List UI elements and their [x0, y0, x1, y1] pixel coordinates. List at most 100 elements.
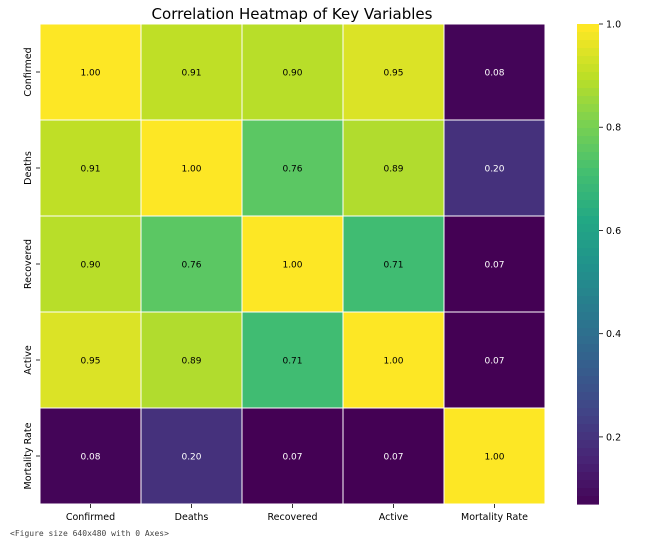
- colorbar-segment: [577, 432, 599, 441]
- colorbar-segment: [577, 192, 599, 201]
- heatmap-cell: [140, 215, 243, 313]
- colorbar-segment: [577, 424, 599, 433]
- colorbar-segment: [577, 496, 599, 505]
- cell-value-label: 0.76: [181, 261, 201, 271]
- colorbar-segment: [577, 120, 599, 129]
- cell-value-label: 0.95: [80, 357, 100, 367]
- cell-value-label: 0.07: [282, 453, 302, 463]
- colorbar-segment: [577, 88, 599, 97]
- colorbar-segment: [577, 336, 599, 345]
- colorbar-segment: [577, 32, 599, 41]
- colorbar-segment: [577, 264, 599, 273]
- colorbar-segment: [577, 392, 599, 401]
- cell-value-label: 0.90: [282, 69, 302, 79]
- cell-value-label: 1.00: [484, 453, 504, 463]
- cell-value-label: 0.89: [181, 357, 201, 367]
- heatmap-cell: [140, 407, 243, 505]
- colorbar-segment: [577, 328, 599, 337]
- colorbar-tick-label: 0.8: [606, 123, 621, 134]
- x-tick-label: Recovered: [267, 512, 317, 523]
- cell-value-label: 0.08: [484, 69, 504, 79]
- colorbar-segment: [577, 384, 599, 393]
- colorbar-segment: [577, 312, 599, 321]
- colorbar-segment: [577, 288, 599, 297]
- cell-value-label: 0.95: [383, 69, 403, 79]
- colorbar-segment: [577, 168, 599, 177]
- colorbar-segment: [577, 448, 599, 457]
- axis-labels: Confirmed Deaths Recovered Active Mortality …: [23, 47, 528, 523]
- y-tick-label: Mortality Rate: [23, 422, 34, 489]
- colorbar-segment: [577, 80, 599, 89]
- colorbar-segment: [577, 128, 599, 137]
- heatmap-cell: [342, 23, 445, 121]
- cell-value-label: 1.00: [181, 165, 201, 175]
- colorbar-segment: [577, 48, 599, 57]
- heatmap-cells: 1.00 0.91 0.90 0.95 0.08 0.91 1.00 0.76 0.89 0.20…: [39, 23, 546, 505]
- colorbar-tick-label: 0.4: [606, 329, 621, 340]
- colorbar-segment: [577, 216, 599, 225]
- cell-value-label: 0.76: [282, 165, 302, 175]
- colorbar-segment: [577, 56, 599, 65]
- colorbar-segment: [577, 24, 599, 33]
- colorbar-tick-label: 0.2: [606, 432, 621, 443]
- cell-value-label: 1.00: [383, 357, 403, 367]
- cell-value-label: 0.90: [80, 261, 100, 271]
- colorbar-segment: [577, 160, 599, 169]
- colorbar-segment: [577, 104, 599, 113]
- heatmap-cell: [241, 311, 344, 409]
- cell-value-label: 0.07: [484, 261, 504, 271]
- colorbar-segment: [577, 176, 599, 185]
- x-tick-label: Confirmed: [66, 512, 115, 523]
- colorbar-segment: [577, 456, 599, 465]
- colorbar-segment: [577, 440, 599, 449]
- heatmap-cell: [241, 215, 344, 313]
- colorbar-segment: [577, 136, 599, 145]
- colorbar-segment: [577, 280, 599, 289]
- colorbar-segment: [577, 416, 599, 425]
- cell-value-label: 0.07: [484, 357, 504, 367]
- cell-value-label: 0.20: [181, 453, 201, 463]
- heatmap-cell: [39, 407, 142, 505]
- x-tick-label: Mortality Rate: [461, 512, 528, 523]
- chart-title: Correlation Heatmap of Key Variables: [152, 5, 433, 23]
- colorbar-segment: [577, 144, 599, 153]
- cell-value-label: 0.07: [383, 453, 403, 463]
- colorbar-segment: [577, 480, 599, 489]
- heatmap-cell: [342, 311, 445, 409]
- colorbar-segment: [577, 96, 599, 105]
- colorbar-segment: [577, 488, 599, 497]
- cell-value-label: 0.89: [383, 165, 403, 175]
- colorbar-segment: [577, 352, 599, 361]
- colorbar-segment: [577, 400, 599, 409]
- heatmap-cell: [39, 23, 142, 121]
- y-tick-label: Confirmed: [23, 47, 34, 96]
- colorbar: 0.2 0.4 0.6 0.8 1.0: [577, 20, 621, 505]
- colorbar-segment: [577, 200, 599, 209]
- y-tick-label: Recovered: [23, 239, 34, 289]
- colorbar-segment: [577, 408, 599, 417]
- colorbar-segment: [577, 40, 599, 49]
- colorbar-segment: [577, 464, 599, 473]
- colorbar-segment: [577, 304, 599, 313]
- cell-value-label: 0.91: [80, 165, 100, 175]
- cell-value-label: 1.00: [282, 261, 302, 271]
- colorbar-segment: [577, 64, 599, 73]
- heatmap-cell: [443, 23, 546, 121]
- cell-value-label: 0.71: [383, 261, 403, 271]
- colorbar-segment: [577, 240, 599, 249]
- colorbar-segment: [577, 376, 599, 385]
- heatmap-cell: [241, 119, 344, 217]
- x-tick-label: Deaths: [175, 512, 209, 523]
- heatmap-cell: [241, 407, 344, 505]
- colorbar-segment: [577, 224, 599, 233]
- heatmap-cell: [342, 215, 445, 313]
- colorbar-segment: [577, 344, 599, 353]
- colorbar-segment: [577, 152, 599, 161]
- colorbar-segment: [577, 208, 599, 217]
- y-tick-label: Deaths: [23, 151, 34, 185]
- colorbar-segment: [577, 72, 599, 81]
- cell-value-label: 0.91: [181, 69, 201, 79]
- colorbar-segment: [577, 296, 599, 305]
- colorbar-segment: [577, 112, 599, 121]
